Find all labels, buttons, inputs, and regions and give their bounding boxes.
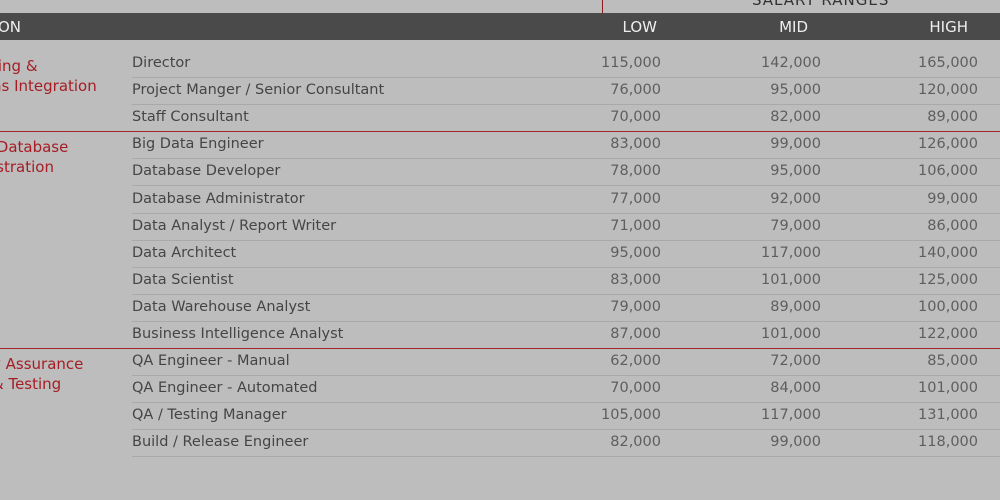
mid-salary: 84,000 (770, 380, 821, 397)
high-salary: 99,000 (927, 190, 978, 207)
high-salary: 131,000 (918, 407, 978, 424)
job-title: Data Architect (132, 244, 237, 261)
high-salary: 122,000 (918, 326, 978, 342)
group-divider (0, 348, 1000, 350)
table-row: Data Architect 95,000 117,000 140,000 (132, 241, 1000, 268)
low-salary: 83,000 (610, 271, 661, 288)
mid-salary: 117,000 (761, 407, 821, 424)
mid-column-header: MID (779, 18, 808, 36)
job-title: Build / Release Engineer (132, 434, 309, 451)
category-label: Database istration (0, 138, 69, 177)
low-salary: 76,000 (610, 82, 661, 99)
job-title: Business Intelligence Analyst (132, 326, 344, 342)
divider (602, 0, 603, 13)
high-salary: 125,000 (918, 271, 978, 288)
table-row: Project Manger / Senior Consultant 76,000… (132, 78, 1000, 106)
high-salary: 126,000 (918, 136, 978, 153)
table-row: Director 115,000 142,000 165,000 (132, 51, 1000, 78)
low-salary: 78,000 (610, 163, 661, 180)
salary-ranges-heading: SALARY RANGES (752, 0, 890, 9)
job-title: Project Manger / Senior Consultant (132, 82, 385, 99)
high-salary: 118,000 (918, 434, 978, 451)
high-salary: 85,000 (927, 353, 978, 370)
low-salary: 71,000 (610, 217, 661, 234)
group-divider (0, 131, 1000, 133)
table-row: Data Warehouse Analyst 79,000 89,000 100,00… (132, 295, 1000, 322)
mid-salary: 79,000 (770, 217, 821, 234)
mid-salary: 99,000 (770, 434, 821, 451)
low-salary: 62,000 (610, 353, 661, 370)
high-salary: 101,000 (918, 380, 978, 397)
low-column-header: LOW (622, 18, 657, 36)
table-row: QA / Testing Manager 105,000 117,000 131,00… (132, 403, 1000, 431)
mid-salary: 101,000 (761, 271, 821, 288)
job-title: Director (132, 55, 191, 71)
job-title: Big Data Engineer (132, 136, 264, 153)
job-title: Data Warehouse Analyst (132, 298, 311, 315)
low-salary: 70,000 (610, 380, 661, 397)
table-row: Staff Consultant 70,000 82,000 89,000 (132, 105, 1000, 133)
mid-salary: 89,000 (770, 298, 821, 315)
mid-salary: 92,000 (770, 190, 821, 207)
high-salary: 165,000 (918, 55, 978, 71)
job-title: Data Analyst / Report Writer (132, 217, 337, 234)
position-column-header: ON (0, 18, 22, 36)
table-row: Big Data Engineer 83,000 99,000 126,000 (132, 132, 1000, 160)
low-salary: 77,000 (610, 190, 661, 207)
table-row: Data Scientist 83,000 101,000 125,000 (132, 268, 1000, 295)
high-salary: 100,000 (918, 298, 978, 315)
job-title: QA Engineer - Manual (132, 353, 290, 370)
low-salary: 70,000 (610, 109, 661, 126)
category-label: ting & ns Integration (0, 57, 97, 95)
table-header: ON LOW MID HIGH (0, 13, 1000, 40)
mid-salary: 117,000 (761, 244, 821, 261)
low-salary: 115,000 (601, 55, 661, 71)
table-row: Build / Release Engineer 82,000 99,000 118,… (132, 430, 1000, 458)
category-label: y Assurance & Testing (0, 355, 84, 394)
high-salary: 120,000 (918, 82, 978, 99)
mid-salary: 99,000 (770, 136, 821, 153)
table-row: Business Intelligence Analyst 87,000 101,0… (132, 322, 1000, 349)
mid-salary: 95,000 (770, 82, 821, 99)
mid-salary: 82,000 (770, 109, 821, 126)
low-salary: 105,000 (601, 407, 661, 424)
job-title: Database Developer (132, 163, 281, 180)
job-title: Database Administrator (132, 190, 305, 207)
low-salary: 83,000 (610, 136, 661, 153)
high-salary: 86,000 (927, 217, 978, 234)
mid-salary: 72,000 (770, 353, 821, 370)
mid-salary: 142,000 (761, 55, 821, 71)
high-salary: 106,000 (918, 163, 978, 180)
high-salary: 89,000 (927, 109, 978, 126)
low-salary: 95,000 (610, 244, 661, 261)
high-column-header: HIGH (929, 18, 968, 36)
table-row: Database Developer 78,000 95,000 106,000 (132, 159, 1000, 187)
low-salary: 79,000 (610, 298, 661, 315)
low-salary: 87,000 (610, 326, 661, 342)
job-title: QA / Testing Manager (132, 407, 287, 424)
table-row: QA Engineer - Manual 62,000 72,000 85,000 (132, 349, 1000, 377)
job-title: Data Scientist (132, 271, 234, 288)
mid-salary: 95,000 (770, 163, 821, 180)
table-row: QA Engineer - Automated 70,000 84,000 101,0… (132, 376, 1000, 404)
table-row: Data Analyst / Report Writer 71,000 79,000… (132, 214, 1000, 241)
table-row: Database Administrator 77,000 92,000 99,000 (132, 187, 1000, 214)
job-title: Staff Consultant (132, 109, 249, 126)
high-salary: 140,000 (918, 244, 978, 261)
low-salary: 82,000 (610, 434, 661, 451)
job-title: QA Engineer - Automated (132, 380, 318, 397)
mid-salary: 101,000 (761, 326, 821, 342)
